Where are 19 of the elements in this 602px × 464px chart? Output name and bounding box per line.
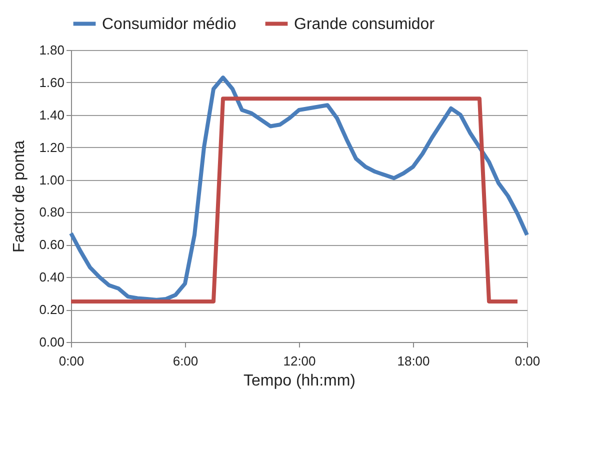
y-tick-label: 0.60 bbox=[39, 237, 64, 252]
x-tick-label: 0:00 bbox=[58, 354, 84, 368]
legend-label: Consumidor médio bbox=[102, 16, 236, 33]
y-tick-label: 0.40 bbox=[39, 270, 64, 285]
legend-label: Grande consumidor bbox=[294, 16, 436, 33]
x-axis-title: Tempo (hh:mm) bbox=[243, 372, 356, 390]
y-tick-label: 0.20 bbox=[39, 302, 64, 318]
x-tick-label: 0:00 bbox=[514, 354, 540, 368]
y-tick-label: 0.00 bbox=[39, 334, 64, 350]
y-tick-label: 1.40 bbox=[39, 107, 64, 122]
y-tick-label: 0.80 bbox=[39, 204, 64, 220]
y-axis-title: Factor de ponta bbox=[11, 140, 28, 253]
y-tick-label: 1.60 bbox=[39, 74, 64, 90]
x-tick-label: 12:00 bbox=[283, 354, 316, 368]
y-tick-label: 1.80 bbox=[39, 42, 64, 58]
y-tick-label: 1.00 bbox=[39, 172, 64, 188]
y-tick-label: 1.20 bbox=[39, 140, 64, 155]
x-tick-label: 6:00 bbox=[172, 354, 198, 368]
x-tick-label: 18:00 bbox=[397, 354, 430, 368]
